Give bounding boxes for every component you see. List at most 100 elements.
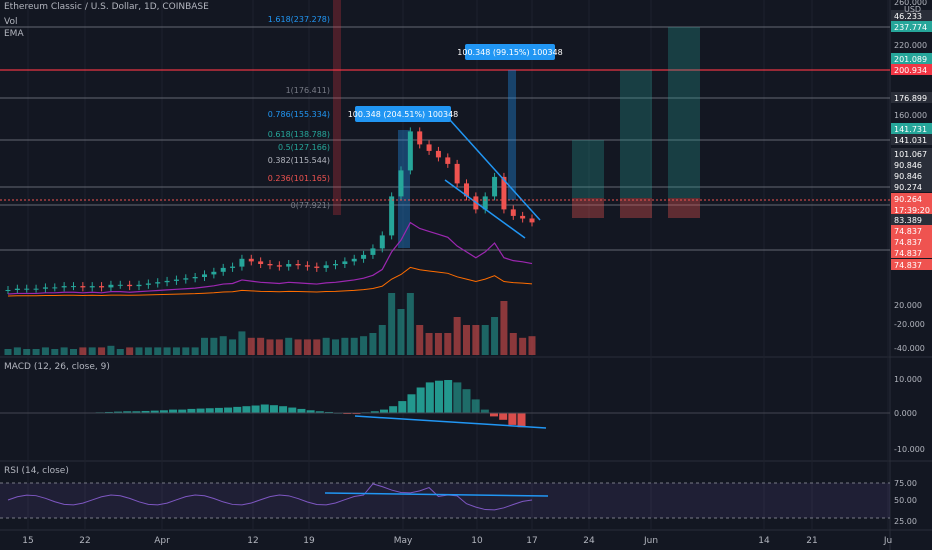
macd-bar <box>141 410 150 413</box>
fib-range-band <box>333 0 341 215</box>
candle-body <box>108 284 114 288</box>
volume-bar <box>60 347 68 355</box>
candle-body <box>80 286 86 288</box>
price-tag-label: 237.774 <box>894 23 927 32</box>
macd-bar <box>425 382 434 413</box>
position-stop-zone <box>668 198 700 218</box>
volume-bar <box>88 347 96 355</box>
macd-bar <box>242 406 251 413</box>
price-tag-bg <box>891 225 932 236</box>
rsi-title: RSI (14, close) <box>4 466 69 476</box>
volume-bar <box>519 337 527 355</box>
macd-bar <box>224 407 233 413</box>
volume-bar <box>360 336 368 355</box>
volume-bar <box>257 337 265 355</box>
candle-body <box>492 176 498 197</box>
price-tag-label: 176.899 <box>894 94 927 103</box>
volume-bar <box>163 347 171 355</box>
macd-bar <box>251 405 260 413</box>
measure-box-1 <box>398 130 410 248</box>
x-tick-label: Jun <box>643 536 658 546</box>
volume-bar <box>229 339 237 355</box>
volume-bar <box>341 337 349 355</box>
macd-bar <box>306 410 315 413</box>
macd-bar <box>178 409 187 413</box>
candle-body <box>276 265 282 267</box>
candle-body <box>407 131 413 171</box>
price-tag-bg <box>891 21 932 32</box>
candle-body <box>24 288 30 290</box>
price-tag-bg <box>891 10 932 21</box>
volume-bar <box>332 339 339 355</box>
macd-bar <box>444 380 453 413</box>
volume-bar <box>388 293 396 355</box>
candle-body <box>127 284 133 287</box>
volume-bar <box>434 333 442 355</box>
volume-bar <box>313 339 321 355</box>
candle-body <box>173 279 179 281</box>
candle-body <box>361 254 367 259</box>
price-tag-label: 200.934 <box>894 66 927 75</box>
macd-bar <box>132 411 141 413</box>
fib-level-label: 0(77.921) <box>291 201 330 210</box>
volume-bar <box>32 349 40 355</box>
volume-bar <box>500 301 508 355</box>
candle-body <box>435 150 441 158</box>
macd-bar <box>260 404 269 413</box>
x-tick-label: 22 <box>79 536 90 546</box>
price-tag-bg <box>891 259 932 270</box>
macd-bar <box>398 401 407 413</box>
volume-bar <box>41 347 49 355</box>
measure-label-box <box>355 106 451 122</box>
price-tag-bg <box>891 193 932 204</box>
candle-body <box>145 283 151 285</box>
x-tick-label: 21 <box>806 536 817 546</box>
price-tag-label: 201.089 <box>894 55 927 64</box>
volume-bar <box>247 337 255 355</box>
macd-bar <box>499 413 508 420</box>
macd-bar <box>288 407 297 413</box>
price-tag-bg <box>891 247 932 258</box>
y-tick-label: 220.000 <box>894 41 927 50</box>
candle-body <box>155 282 161 284</box>
price-tag-bg <box>891 123 932 134</box>
price-tag-label: 46.233 <box>894 12 922 21</box>
price-tag-bg <box>891 159 932 170</box>
rsi-trendline <box>324 492 549 497</box>
macd-bar <box>205 408 214 413</box>
volume-bar <box>285 337 293 355</box>
x-tick-label: 14 <box>758 536 770 546</box>
macd-bar <box>508 413 517 425</box>
price-tag-label: 141.731 <box>894 125 927 134</box>
x-tick-label: Ju <box>883 536 892 546</box>
volume-bar <box>191 347 199 355</box>
candle-body <box>258 261 264 264</box>
measure-label-box <box>465 44 555 60</box>
candle-body <box>482 196 488 210</box>
candle-body <box>183 278 189 280</box>
candle-body <box>52 287 58 289</box>
price-tag-label: 101.067 <box>894 150 927 159</box>
fib-level-label: 0.382(115.544) <box>268 156 330 165</box>
candle-body <box>202 274 207 277</box>
macd-bar <box>214 407 223 413</box>
macd-bar <box>233 406 242 413</box>
volume-bar <box>201 337 208 355</box>
volume-bar <box>416 325 424 355</box>
y-tick-label: 260.000 <box>894 0 927 7</box>
candle-body <box>117 284 123 286</box>
macd-bar <box>114 411 123 413</box>
candle-body <box>61 286 67 288</box>
position-stop-zone <box>620 198 652 218</box>
ema-line-fast <box>7 221 533 295</box>
candle-body <box>239 258 245 267</box>
macd-bar <box>279 406 288 413</box>
macd-trendline <box>354 415 547 429</box>
volume-bar <box>154 347 162 355</box>
candle-body <box>426 144 432 151</box>
macd-bar <box>389 406 398 413</box>
volume-bar <box>509 333 517 355</box>
volume-bar <box>453 317 461 355</box>
